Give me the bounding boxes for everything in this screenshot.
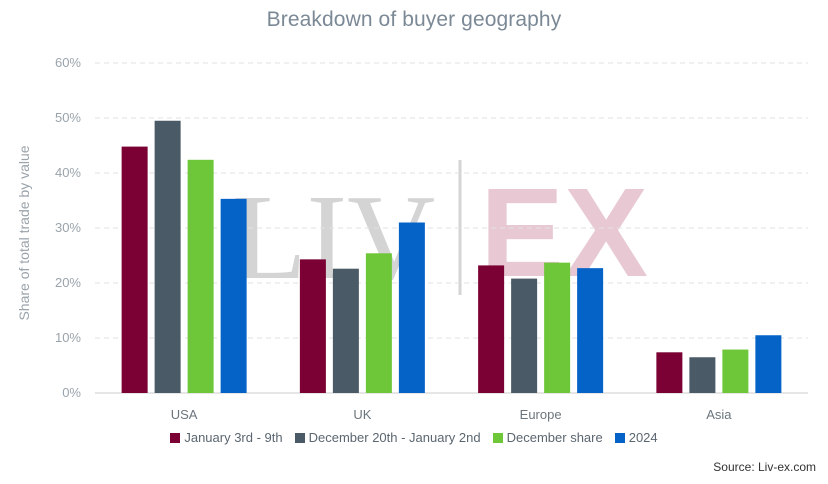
y-tick-label: 20% <box>55 275 81 290</box>
bar-europe-series-4 <box>577 268 604 393</box>
legend-swatch <box>294 432 305 443</box>
legend-label: December share <box>506 430 603 445</box>
y-tick-label: 30% <box>55 220 81 235</box>
bar-usa-series-4 <box>220 198 247 393</box>
legend-swatch <box>614 432 625 443</box>
y-tick-label: 60% <box>55 55 81 70</box>
x-tick-label: Asia <box>706 407 732 422</box>
bar-europe-series-2 <box>511 278 538 393</box>
x-tick-label: USA <box>171 407 198 422</box>
bar-uk-series-4 <box>398 222 425 393</box>
y-tick-label: 40% <box>55 165 81 180</box>
legend-swatch <box>170 432 181 443</box>
legend-item: 2024 <box>614 430 658 445</box>
legend-swatch <box>492 432 503 443</box>
bar-asia-series-2 <box>689 357 716 393</box>
bar-europe-series-3 <box>544 262 571 393</box>
x-tick-label: UK <box>353 407 371 422</box>
legend-label: December 20th - January 2nd <box>308 430 481 445</box>
x-tick-label: Europe <box>520 407 562 422</box>
bar-uk-series-1 <box>299 259 326 393</box>
legend-item: December share <box>492 430 603 445</box>
legend-item: January 3rd - 9th <box>170 430 283 445</box>
bar-usa-series-3 <box>187 159 214 393</box>
legend-label: January 3rd - 9th <box>184 430 283 445</box>
legend: January 3rd - 9th December 20th - January… <box>0 430 828 445</box>
bar-usa-series-2 <box>154 120 181 393</box>
source-note: Source: Liv-ex.com <box>713 460 816 474</box>
bar-europe-series-1 <box>478 265 505 393</box>
bar-asia-series-3 <box>722 349 749 393</box>
y-tick-label: 50% <box>55 110 81 125</box>
y-tick-label: 10% <box>55 330 81 345</box>
bar-usa-series-1 <box>121 146 148 393</box>
bar-asia-series-1 <box>656 352 683 393</box>
bar-chart: LIV EX0%10%20%30%40%50%60%Share of total … <box>16 55 808 422</box>
y-axis-label: Share of total trade by value <box>16 145 32 320</box>
bar-uk-series-2 <box>332 268 359 393</box>
legend-item: December 20th - January 2nd <box>294 430 481 445</box>
bar-asia-series-4 <box>755 335 782 393</box>
legend-label: 2024 <box>628 430 658 445</box>
y-tick-label: 0% <box>62 385 81 400</box>
chart-title: Breakdown of buyer geography <box>266 8 562 31</box>
bar-uk-series-3 <box>365 253 392 393</box>
